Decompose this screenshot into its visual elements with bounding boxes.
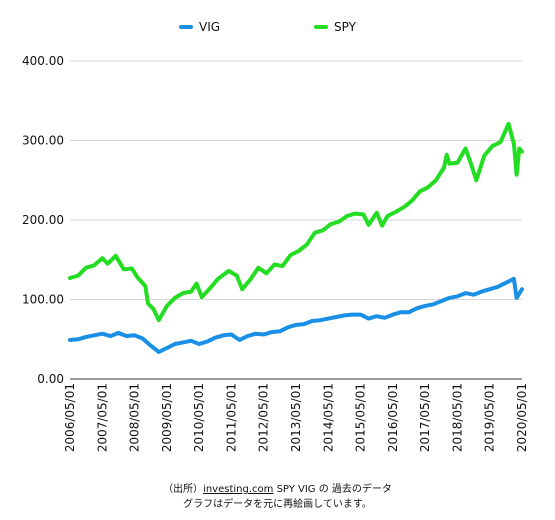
y-tick-label: 300.00 xyxy=(22,134,64,148)
y-tick-label: 0.00 xyxy=(37,372,64,386)
x-tick-label: 2016/05/01 xyxy=(386,383,400,452)
x-tick-label: 2009/05/01 xyxy=(160,383,174,452)
source-caption: （出所）investing.com SPY VIG の 過去のデータ グラフはデ… xyxy=(0,482,555,512)
x-tick-label: 2012/05/01 xyxy=(257,383,271,452)
y-tick-label: 400.00 xyxy=(22,54,64,68)
legend-label-vig: VIG xyxy=(199,20,220,34)
x-tick-label: 2007/05/01 xyxy=(95,383,109,452)
legend-label-spy: SPY xyxy=(334,20,357,34)
x-tick-label: 2020/05/01 xyxy=(515,383,529,452)
caption-prefix: （出所） xyxy=(163,484,204,495)
line-chart: 0.00 100.00 200.00 300.00 400.00 2006/05/01 20… xyxy=(22,20,529,452)
x-tick-label: 2018/05/01 xyxy=(450,383,464,452)
x-tick-label: 2014/05/01 xyxy=(321,383,335,452)
series-line-spy xyxy=(68,121,524,323)
x-tick-label: 2010/05/01 xyxy=(192,383,206,452)
x-tick-label: 2019/05/01 xyxy=(483,383,497,452)
caption-suffix: SPY VIG の 過去のデータ xyxy=(273,484,392,495)
x-tick-label: 2006/05/01 xyxy=(63,383,77,452)
source-link[interactable]: investing.com xyxy=(203,484,274,495)
x-tick-label: 2008/05/01 xyxy=(128,383,142,452)
x-tick-label: 2013/05/01 xyxy=(289,383,303,452)
x-tick-label: 2017/05/01 xyxy=(418,383,432,452)
y-tick-label: 200.00 xyxy=(22,213,64,227)
caption-line-1: （出所）investing.com SPY VIG の 過去のデータ xyxy=(0,482,555,497)
y-tick-label: 100.00 xyxy=(22,293,64,307)
series-line-vig xyxy=(68,276,524,354)
x-tick-label: 2015/05/01 xyxy=(354,383,368,452)
x-tick-label: 2011/05/01 xyxy=(224,383,238,452)
caption-line-2: グラフはデータを元に再絵画しています。 xyxy=(183,499,372,510)
